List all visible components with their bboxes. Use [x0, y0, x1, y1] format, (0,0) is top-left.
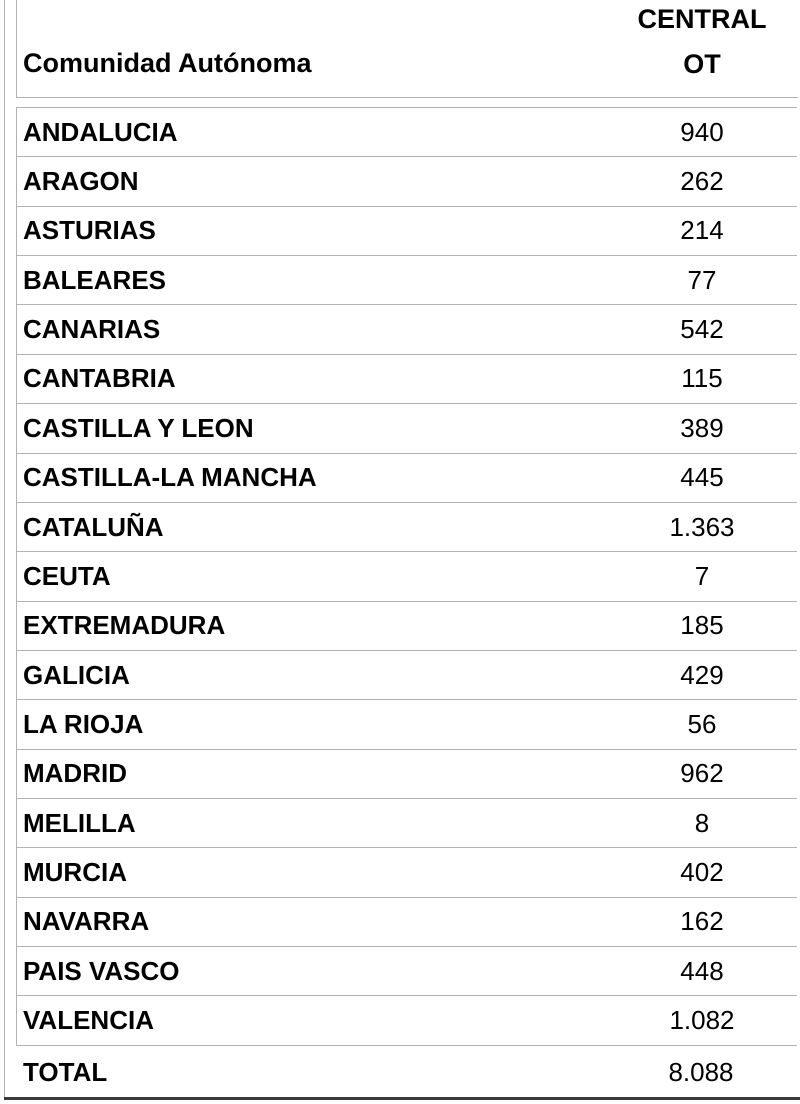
value-cell: 262	[680, 166, 724, 197]
value-cell: 1.082	[669, 1005, 735, 1036]
table-row: MURCIA 402	[17, 848, 797, 898]
region-cell: MURCIA	[23, 857, 127, 888]
table-row: CANARIAS 542	[17, 305, 797, 355]
header-central-ot-line1: CENTRAL	[637, 4, 767, 34]
table-row: CATALUÑA 1.363	[17, 503, 797, 553]
region-cell: CASTILLA-LA MANCHA	[23, 462, 317, 493]
table-row: CANTABRIA 115	[17, 355, 797, 405]
table-row: CASTILLA Y LEON 389	[17, 404, 797, 454]
table-row: NAVARRA 162	[17, 898, 797, 948]
value-cell: 940	[680, 116, 724, 147]
region-cell: ANDALUCIA	[23, 116, 178, 147]
region-cell: CATALUÑA	[23, 511, 164, 542]
table-row: VALENCIA 1.082	[17, 996, 797, 1046]
value-cell: 962	[680, 758, 724, 789]
table-row: MELILLA 8	[17, 799, 797, 849]
total-value: 8.088	[668, 1056, 734, 1087]
total-row: TOTAL 8.088	[4, 1047, 800, 1100]
region-cell: CEUTA	[23, 560, 111, 591]
region-cell: GALICIA	[23, 659, 130, 690]
table-row: LA RIOJA 56	[17, 700, 797, 750]
page-frame-line	[4, 0, 5, 1097]
regions-table-body: ANDALUCIA 940 ARAGON 262 ASTURIAS 214 BA…	[16, 107, 797, 1046]
table-row: GALICIA 429	[17, 651, 797, 701]
value-cell: 214	[680, 215, 724, 246]
table-row: ARAGON 262	[17, 157, 797, 207]
table-header: Comunidad Autónoma CENTRAL OT	[16, 0, 798, 98]
value-cell: 56	[687, 708, 717, 739]
value-cell: 445	[680, 462, 724, 493]
table-row: ASTURIAS 214	[17, 207, 797, 257]
value-cell: 77	[687, 264, 717, 295]
total-label: TOTAL	[23, 1056, 108, 1087]
region-cell: NAVARRA	[23, 906, 150, 937]
header-comunidad-autonoma: Comunidad Autónoma	[23, 48, 312, 79]
region-cell: CANARIAS	[23, 314, 161, 345]
table-row: CASTILLA-LA MANCHA 445	[17, 454, 797, 503]
region-cell: MADRID	[23, 758, 127, 789]
value-cell: 8	[694, 807, 710, 838]
table-row: MADRID 962	[17, 750, 797, 800]
value-cell: 448	[680, 955, 724, 986]
region-cell: LA RIOJA	[23, 708, 144, 739]
value-cell: 1.363	[669, 511, 735, 542]
value-cell: 429	[680, 659, 724, 690]
region-cell: CASTILLA Y LEON	[23, 412, 254, 443]
region-cell: BALEARES	[23, 264, 167, 295]
header-central-ot: CENTRAL OT	[607, 0, 797, 87]
value-cell: 7	[694, 560, 710, 591]
table-row: BALEARES 77	[17, 256, 797, 306]
region-cell: EXTREMADURA	[23, 610, 226, 641]
value-cell: 115	[681, 363, 723, 394]
region-cell: CANTABRIA	[23, 363, 176, 394]
region-cell: ARAGON	[23, 166, 139, 197]
value-cell: 389	[680, 412, 724, 443]
header-central-ot-line2: OT	[683, 49, 721, 79]
region-cell: VALENCIA	[23, 1005, 154, 1036]
value-cell: 542	[680, 314, 724, 345]
region-cell: ASTURIAS	[23, 215, 156, 246]
region-cell: PAIS VASCO	[23, 955, 180, 986]
region-cell: MELILLA	[23, 807, 136, 838]
table-row: ANDALUCIA 940	[17, 108, 797, 158]
table-row: CEUTA 7	[17, 552, 797, 602]
table-row: EXTREMADURA 185	[17, 602, 797, 651]
value-cell: 185	[680, 610, 724, 641]
value-cell: 402	[680, 857, 724, 888]
value-cell: 162	[680, 906, 724, 937]
table-row: PAIS VASCO 448	[17, 947, 797, 997]
